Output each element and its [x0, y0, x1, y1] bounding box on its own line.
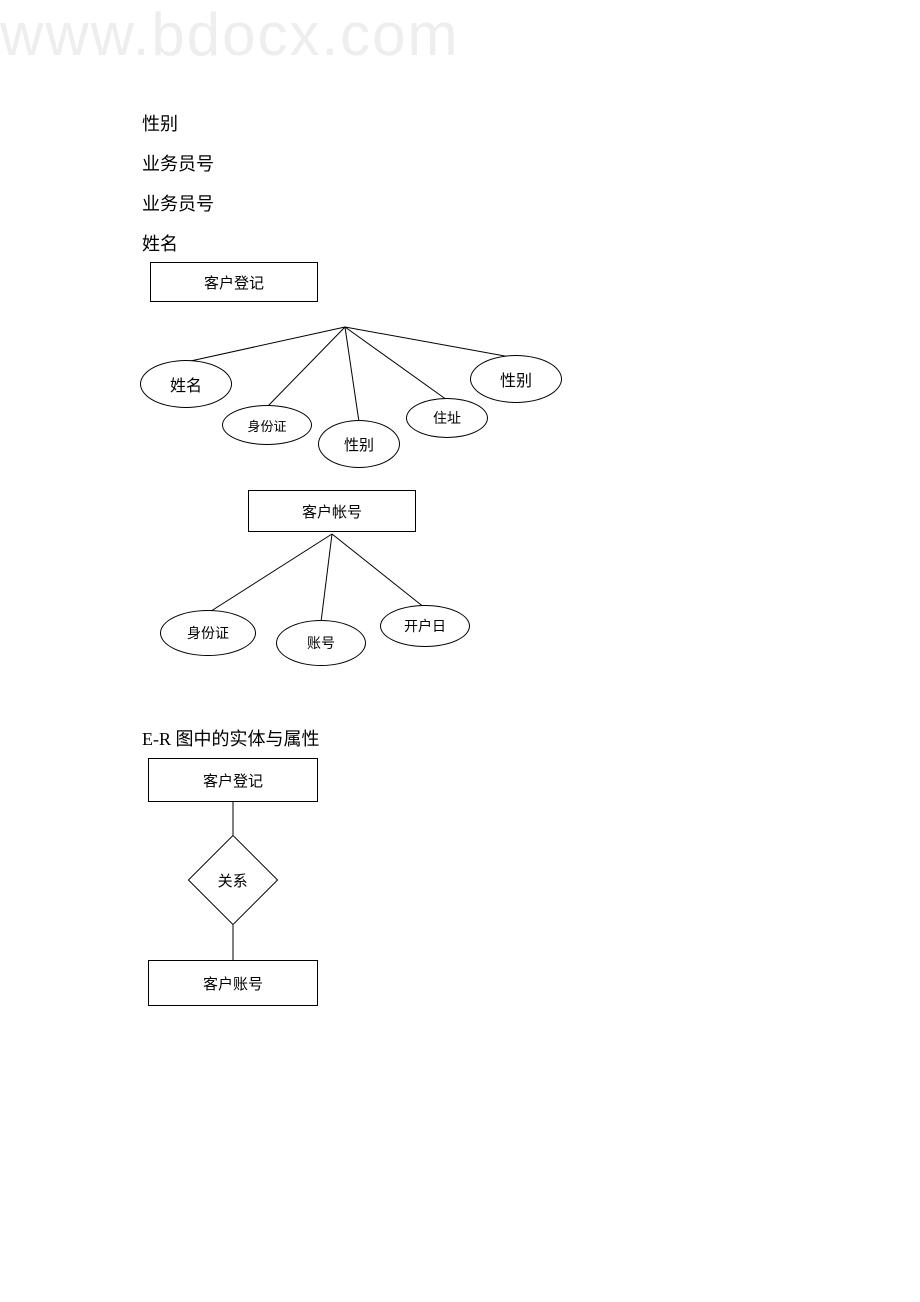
entity-label: 客户帐号: [302, 501, 362, 522]
entity-label: 客户账号: [203, 973, 263, 994]
entity-customer-account-2: 客户账号: [148, 960, 318, 1006]
attr-address: 住址: [406, 398, 488, 438]
attr-account-no: 账号: [276, 620, 366, 666]
attr-name: 姓名: [140, 360, 232, 408]
attr-label: 性别: [344, 434, 374, 455]
attr-label: 身份证: [247, 416, 286, 435]
attr-gender: 性别: [318, 420, 400, 468]
relation-label: 关系: [218, 869, 248, 890]
attr-label: 住址: [433, 408, 461, 428]
entity-customer-register: 客户登记: [150, 262, 318, 302]
attr-label: 开户日: [404, 616, 446, 636]
er-diagram-1-lines: [0, 0, 920, 1302]
entity-customer-register-2: 客户登记: [148, 758, 318, 802]
text-line-3: 业务员号: [142, 190, 214, 216]
er-diagram-2-lines: [0, 0, 920, 1302]
attr-label: 姓名: [170, 372, 202, 396]
section-title: E-R 图中的实体与属性: [142, 725, 320, 751]
attr-label: 身份证: [187, 623, 229, 643]
attr-label: 账号: [307, 633, 335, 653]
relation-diamond: 关系: [188, 835, 279, 926]
er-relationship-lines: [0, 0, 920, 1302]
attr-gender-2: 性别: [470, 355, 562, 403]
entity-customer-account: 客户帐号: [248, 490, 416, 532]
watermark: www.bdocx.com: [0, 0, 459, 69]
attr-open-date: 开户日: [380, 605, 470, 647]
attr-label: 性别: [500, 367, 532, 391]
text-line-2: 业务员号: [142, 150, 214, 176]
text-line-1: 性别: [142, 110, 178, 136]
attr-idcard-2: 身份证: [160, 610, 256, 656]
text-line-4: 姓名: [142, 230, 178, 256]
attr-idcard: 身份证: [222, 405, 312, 445]
entity-label: 客户登记: [203, 770, 263, 791]
entity-label: 客户登记: [204, 272, 264, 293]
